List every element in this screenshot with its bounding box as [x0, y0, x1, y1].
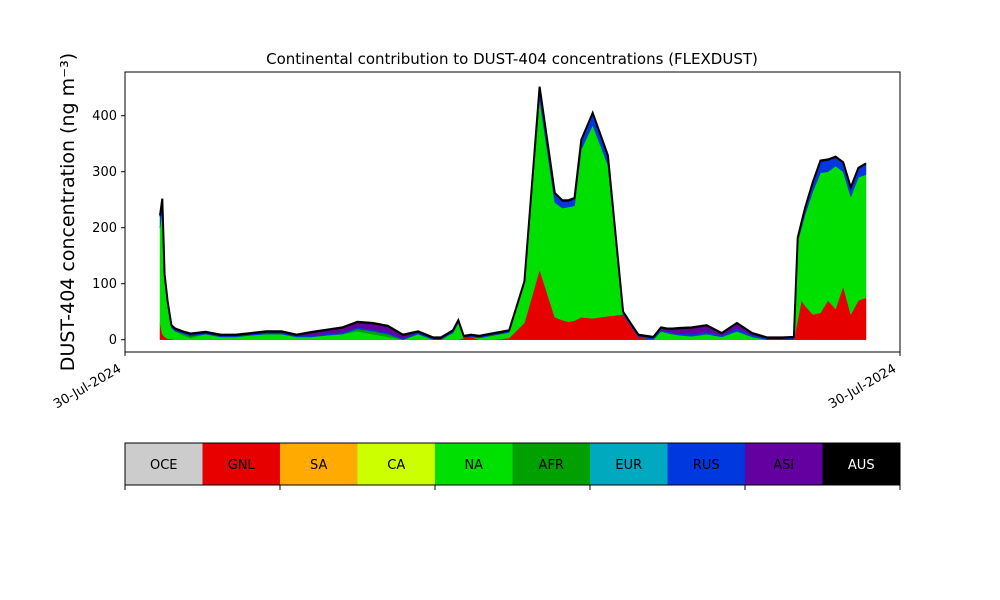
- y-tick-label: 200: [92, 221, 117, 236]
- series-area-na: [159, 98, 867, 340]
- chart-title: Continental contribution to DUST-404 con…: [266, 50, 758, 68]
- series-area-afr: [159, 98, 867, 340]
- legend-swatch-aus: [822, 443, 901, 485]
- x-tick-label: 30-Jul-2024: [826, 361, 899, 412]
- legend-swatch-oce: [125, 443, 203, 485]
- y-axis: 0 100 200 300 400: [92, 109, 125, 348]
- legend-swatch-eur: [590, 443, 668, 485]
- x-axis: 30-Jul-2024 30-Jul-2024: [51, 352, 901, 412]
- y-tick-label: 100: [92, 277, 117, 292]
- plot-frame: [124, 71, 901, 353]
- legend-label-eur: EUR: [615, 458, 642, 473]
- legend-label-sa: SA: [310, 458, 327, 473]
- y-tick-label: 400: [92, 109, 117, 124]
- legend: OCE GNL SA CA NA AFR EUR RUS ASI AUS: [124, 442, 901, 490]
- legend-swatch-afr: [512, 443, 591, 485]
- legend-label-oce: OCE: [150, 458, 178, 473]
- legend-label-afr: AFR: [539, 458, 564, 473]
- series-area-aus: [159, 86, 867, 339]
- legend-label-aus: AUS: [848, 458, 875, 473]
- legend-swatch-na: [435, 443, 513, 485]
- series-area-rus: [159, 87, 867, 340]
- legend-swatch-asi: [745, 443, 823, 485]
- y-axis-label: DUST-404 concentration (ng m⁻³): [57, 53, 79, 371]
- legend-label-ca: CA: [387, 458, 405, 473]
- y-tick-label: 0: [109, 333, 117, 348]
- legend-frame: [124, 442, 901, 486]
- series-layer: [159, 86, 867, 340]
- series-area-asi: [159, 87, 867, 339]
- y-tick-label: 300: [92, 165, 117, 180]
- legend-label-asi: ASI: [773, 458, 794, 473]
- legend-label-rus: RUS: [693, 458, 720, 473]
- legend-swatch-rus: [667, 443, 746, 485]
- legend-label-gnl: GNL: [228, 458, 256, 473]
- legend-swatch-sa: [280, 443, 358, 485]
- legend-swatch-ca: [357, 443, 436, 485]
- total-outline: [159, 86, 867, 339]
- legend-swatch-gnl: [202, 443, 281, 485]
- legend-label-na: NA: [464, 458, 483, 473]
